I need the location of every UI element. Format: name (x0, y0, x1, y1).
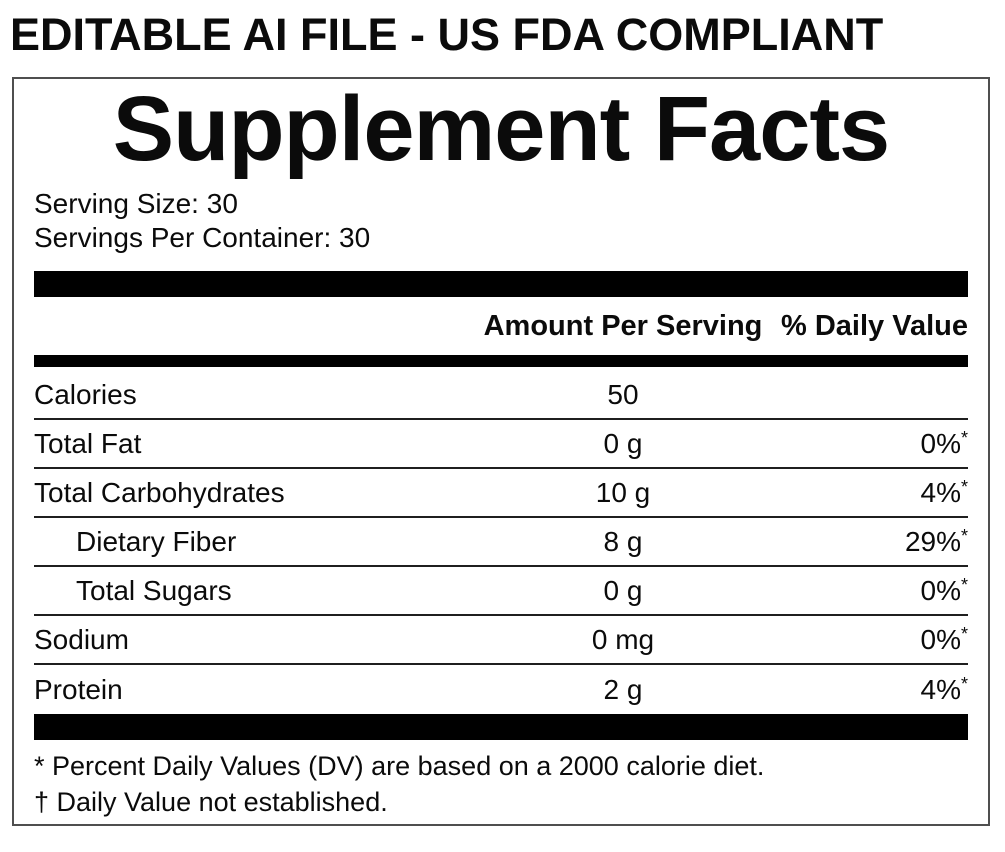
nutrient-amount: 10 g (595, 476, 651, 508)
nutrient-dv-value: 0% (920, 623, 961, 655)
nutrient-name: Total Fat (34, 427, 142, 459)
column-header-row: Amount Per Serving % Daily Value (34, 297, 968, 355)
servings-per-container-line: Servings Per Container: 30 (34, 222, 371, 253)
nutrient-row-protein: Protein 2 g 4%* (34, 665, 968, 714)
nutrient-dv: 0%* (773, 624, 968, 656)
nutrient-row-sodium: Sodium 0 mg 0%* (34, 616, 968, 665)
footnote-percent-dv: * Percent Daily Values (DV) are based on… (34, 751, 765, 781)
nutrient-amount: 0 g (603, 574, 643, 606)
nutrient-dv: 0%* (773, 428, 968, 460)
nutrient-dv-value: 4% (920, 673, 961, 705)
nutrient-name: Total Carbohydrates (34, 476, 285, 508)
supplement-facts-panel: Supplement Facts Serving Size: 30 Servin… (12, 77, 990, 826)
nutrient-row-total-carbohydrates: Total Carbohydrates 10 g 4%* (34, 469, 968, 518)
nutrient-amount: 50 (607, 378, 639, 410)
editable-file-banner: EDITABLE AI FILE - US FDA COMPLIANT (10, 9, 884, 60)
nutrient-amount: 8 g (603, 525, 643, 557)
serving-size-line: Serving Size: 30 (34, 188, 238, 219)
nutrient-dv-asterisk: * (960, 673, 968, 694)
footnote-daily-value: † Daily Value not established. (34, 787, 388, 817)
nutrient-row-dietary-fiber: Dietary Fiber 8 g 29%* (34, 518, 968, 567)
nutrient-dv-value: 0% (920, 427, 961, 459)
nutrient-row-total-sugars: Total Sugars 0 g 0%* (34, 567, 968, 616)
divider-bar-bottom (34, 714, 968, 740)
footnotes: * Percent Daily Values (DV) are based on… (34, 748, 968, 820)
serving-info: Serving Size: 30 Servings Per Container:… (34, 187, 968, 255)
nutrient-dv-value: 4% (920, 476, 961, 508)
nutrient-name: Total Sugars (76, 574, 232, 606)
nutrient-dv-value: 29% (904, 525, 961, 557)
nutrient-dv-asterisk: * (960, 574, 968, 595)
nutrient-dv: 4%* (773, 674, 968, 706)
nutrient-amount: 2 g (603, 673, 643, 705)
divider-bar-header (34, 355, 968, 367)
percent-daily-value-header: % Daily Value (781, 309, 968, 342)
nutrient-dv-asterisk: * (960, 623, 968, 644)
nutrient-amount: 0 mg (591, 623, 655, 655)
nutrient-dv: 0%* (773, 575, 968, 607)
nutrient-table: Calories 50 Total Fat 0 g 0%* Total Carb… (34, 371, 968, 714)
panel-title: Supplement Facts (112, 78, 890, 180)
nutrient-name: Sodium (34, 623, 129, 655)
nutrient-dv: 29%* (773, 526, 968, 558)
nutrient-row-total-fat: Total Fat 0 g 0%* (34, 420, 968, 469)
nutrient-name: Dietary Fiber (76, 525, 237, 557)
nutrient-dv-value: 0% (920, 574, 961, 606)
amount-per-serving-header: Amount Per Serving (483, 309, 763, 342)
divider-bar-top (34, 271, 968, 297)
nutrient-row-calories: Calories 50 (34, 371, 968, 420)
nutrient-name: Protein (34, 673, 123, 705)
nutrient-dv-asterisk: * (960, 525, 968, 546)
nutrient-name: Calories (34, 378, 137, 410)
nutrient-dv-asterisk: * (960, 427, 968, 448)
nutrient-dv-asterisk: * (960, 476, 968, 497)
nutrient-dv: 4%* (773, 477, 968, 509)
nutrient-amount: 0 g (603, 427, 643, 459)
